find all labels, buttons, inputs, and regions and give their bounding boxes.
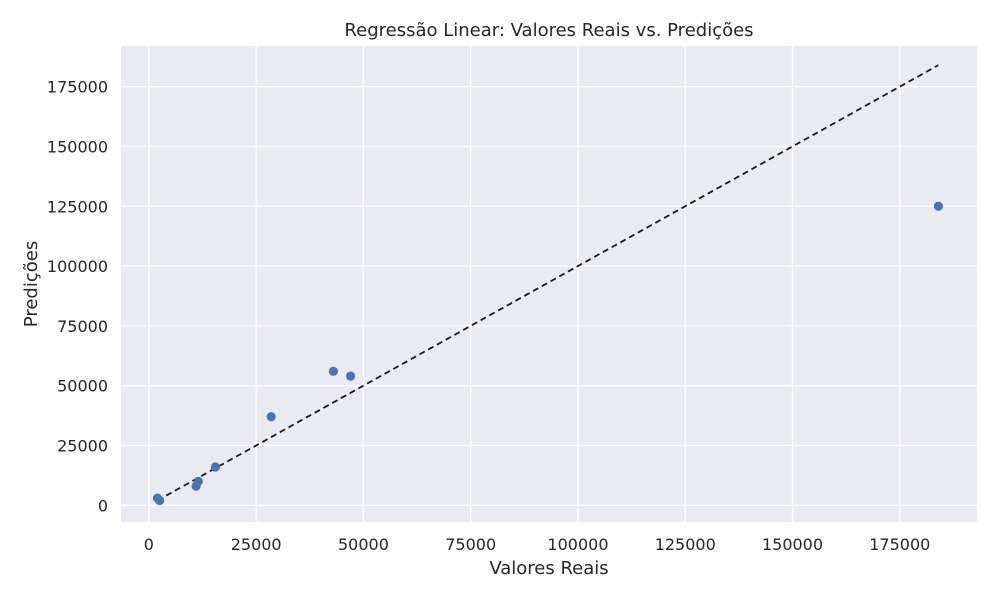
x-tick-label: 125000 [655,535,716,554]
chart-title: Regressão Linear: Valores Reais vs. Pred… [344,20,753,41]
x-tick-label: 25000 [231,535,282,554]
data-point [328,366,338,376]
y-tick-label: 50000 [57,377,108,396]
data-point [155,495,165,506]
x-tick-label: 50000 [338,535,389,554]
y-tick-labels: 0 25000 50000 75000 100000 125000 150000 175000 [47,78,108,516]
x-tick-label: 100000 [547,535,608,554]
x-tick-label: 175000 [869,535,930,554]
x-axis-label: Valores Reais [489,558,608,579]
data-point [193,476,203,486]
y-tick-label: 75000 [57,317,108,336]
x-tick-label: 150000 [762,535,823,554]
data-point [345,371,356,381]
grid [121,46,977,522]
y-tick-label: 25000 [57,436,108,455]
x-tick-label: 75000 [445,535,496,554]
y-tick-label: 125000 [47,197,108,216]
data-points [152,201,943,506]
x-tick-label: 0 [144,535,154,554]
data-point [266,412,276,422]
data-point [210,462,220,472]
x-tick-labels: 0 25000 50000 75000 100000 125000 150000 175000 [144,535,931,554]
y-axis-label: Predições [21,241,42,327]
y-tick-label: 150000 [47,137,108,156]
identity-reference-line [157,64,939,502]
y-tick-label: 0 [98,496,108,515]
plot-area [121,46,977,522]
y-tick-label: 175000 [47,78,108,97]
y-tick-label: 100000 [47,257,108,276]
data-point [933,201,943,211]
